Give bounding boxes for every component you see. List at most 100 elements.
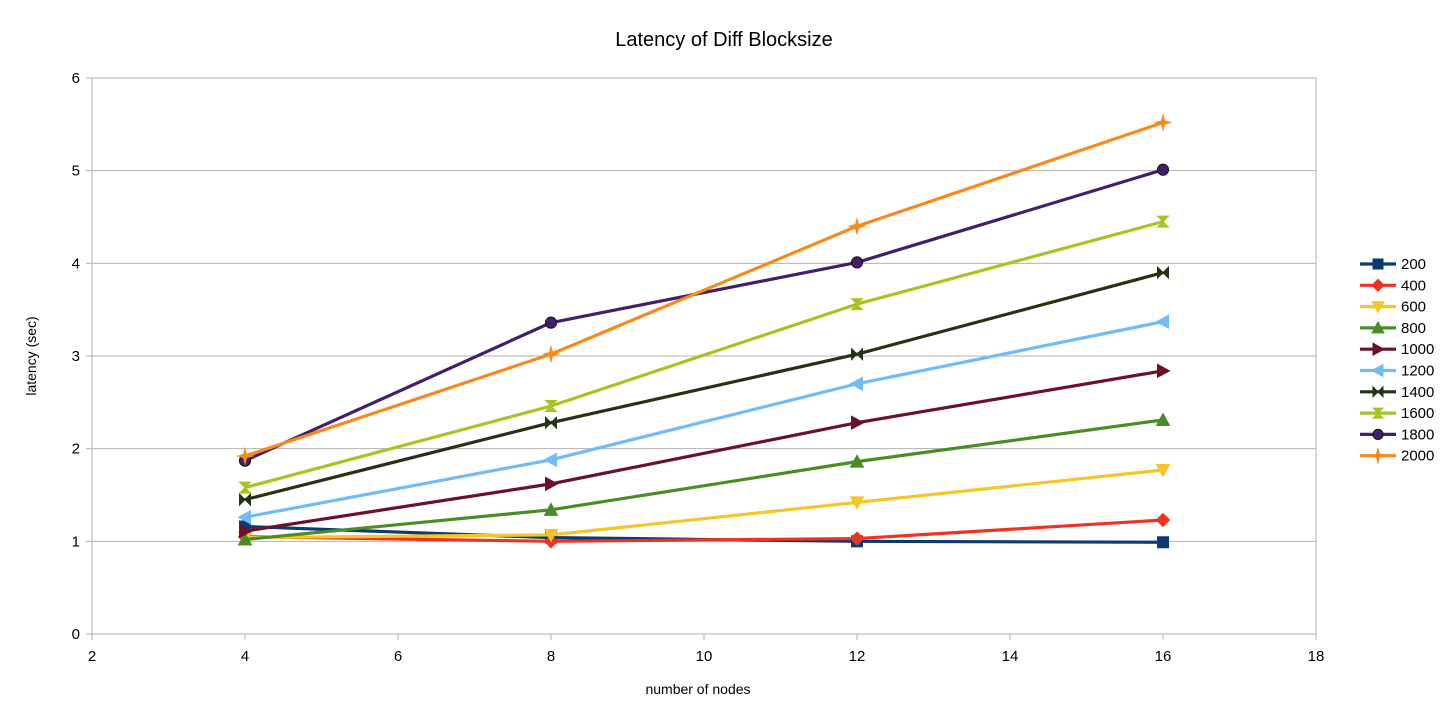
- data-point: [1155, 412, 1171, 426]
- legend-marker: [1371, 407, 1385, 419]
- y-tick-label: 3: [72, 348, 80, 365]
- series-line: [244, 120, 1164, 458]
- data-point: [851, 415, 865, 431]
- data-point: [239, 523, 253, 539]
- legend-marker: [1371, 278, 1385, 293]
- series-1400: [239, 265, 1169, 507]
- data-point: [239, 492, 251, 507]
- data-point: [237, 531, 253, 546]
- y-tick-label: 5: [72, 163, 80, 180]
- data-point: [235, 446, 255, 466]
- legend-item: 1400: [1360, 384, 1434, 401]
- data-point: [1157, 265, 1169, 280]
- data-point: [238, 481, 252, 494]
- series-1600: [238, 215, 1170, 494]
- x-tick-label: 16: [1155, 648, 1172, 665]
- y-tick-label: 2: [72, 441, 80, 458]
- data-point: [543, 528, 559, 543]
- legend-label: 1200: [1401, 363, 1434, 380]
- y-axis-label: latency (sec): [23, 316, 39, 395]
- x-axis-ticks: 2 4 6 8 10 12 14 16 18: [88, 634, 1325, 665]
- data-point: [1156, 163, 1170, 176]
- legend-item: 600: [1360, 299, 1426, 316]
- y-axis-ticks: 0 1 2 3 4 5 6: [72, 70, 92, 643]
- x-tick-label: 4: [241, 648, 249, 665]
- data-point: [544, 400, 558, 413]
- series-1200: [237, 314, 1169, 525]
- data-point: [545, 476, 559, 492]
- legend-label: 1800: [1401, 426, 1434, 443]
- legend-label: 1400: [1401, 384, 1434, 401]
- series-line: [244, 271, 1164, 502]
- x-tick-label: 12: [849, 648, 866, 665]
- legend-label: 400: [1401, 277, 1426, 294]
- data-point: [1157, 363, 1171, 379]
- x-tick-label: 14: [1002, 648, 1019, 665]
- x-tick-label: 10: [696, 648, 713, 665]
- legend-item: 200: [1360, 256, 1426, 273]
- y-tick-label: 6: [72, 70, 80, 87]
- x-axis-label: number of nodes: [645, 681, 750, 697]
- data-point: [1155, 314, 1169, 330]
- legend-marker: [1371, 320, 1385, 334]
- data-point: [847, 216, 867, 236]
- data-point: [849, 376, 863, 392]
- legend-label: 1000: [1401, 341, 1434, 358]
- data-point: [237, 509, 251, 525]
- series-line: [244, 168, 1164, 463]
- x-tick-label: 8: [547, 648, 555, 665]
- x-tick-label: 6: [394, 648, 402, 665]
- chart-title: Latency of Diff Blocksize: [615, 29, 833, 51]
- series-layer: [235, 113, 1173, 549]
- y-tick-label: 1: [72, 533, 80, 550]
- series-line: [244, 518, 1164, 543]
- data-point: [849, 496, 865, 510]
- legend-marker: [1372, 342, 1386, 357]
- x-tick-label: 2: [88, 648, 96, 665]
- legend-label: 200: [1401, 256, 1426, 273]
- data-point: [1155, 512, 1171, 528]
- legend: 200 400 600 800 1000 1200 1400 1600 1800 2000: [1360, 256, 1434, 465]
- legend-label: 600: [1401, 299, 1426, 316]
- data-point: [1156, 215, 1170, 228]
- series-2000: [235, 113, 1173, 466]
- legend-marker: [1369, 446, 1387, 465]
- legend-label: 800: [1401, 320, 1426, 337]
- data-point: [850, 298, 864, 311]
- x-tick-label: 18: [1308, 648, 1325, 665]
- data-point: [850, 256, 864, 269]
- legend-item: 400: [1360, 277, 1426, 294]
- series-line: [244, 220, 1164, 490]
- data-point: [543, 452, 557, 468]
- legend-label: 1600: [1401, 405, 1434, 422]
- series-1000: [239, 363, 1171, 539]
- y-tick-label: 4: [72, 255, 80, 272]
- legend-marker: [1372, 385, 1384, 399]
- series-line: [244, 418, 1164, 542]
- legend-marker: [1372, 428, 1384, 440]
- legend-marker: [1371, 301, 1385, 314]
- legend-item: 2000: [1360, 446, 1434, 465]
- data-point: [849, 531, 865, 546]
- series-line: [244, 320, 1164, 519]
- legend-marker: [1370, 363, 1384, 378]
- data-point: [541, 344, 561, 364]
- y-tick-label: 0: [72, 626, 80, 643]
- data-point: [849, 454, 865, 468]
- legend-item: 800: [1360, 320, 1426, 337]
- legend-label: 2000: [1401, 448, 1434, 465]
- data-point: [545, 416, 557, 430]
- legend-marker: [1372, 258, 1384, 270]
- data-point: [1153, 113, 1173, 132]
- legend-item: 1000: [1360, 341, 1434, 358]
- series-800: [237, 412, 1171, 546]
- series-line: [244, 369, 1164, 533]
- legend-item: 1800: [1360, 426, 1434, 443]
- data-point: [544, 316, 558, 329]
- data-point: [1157, 536, 1169, 549]
- data-point: [851, 347, 863, 361]
- series-line: [244, 468, 1164, 540]
- data-point: [543, 502, 559, 516]
- series-1800: [238, 163, 1170, 467]
